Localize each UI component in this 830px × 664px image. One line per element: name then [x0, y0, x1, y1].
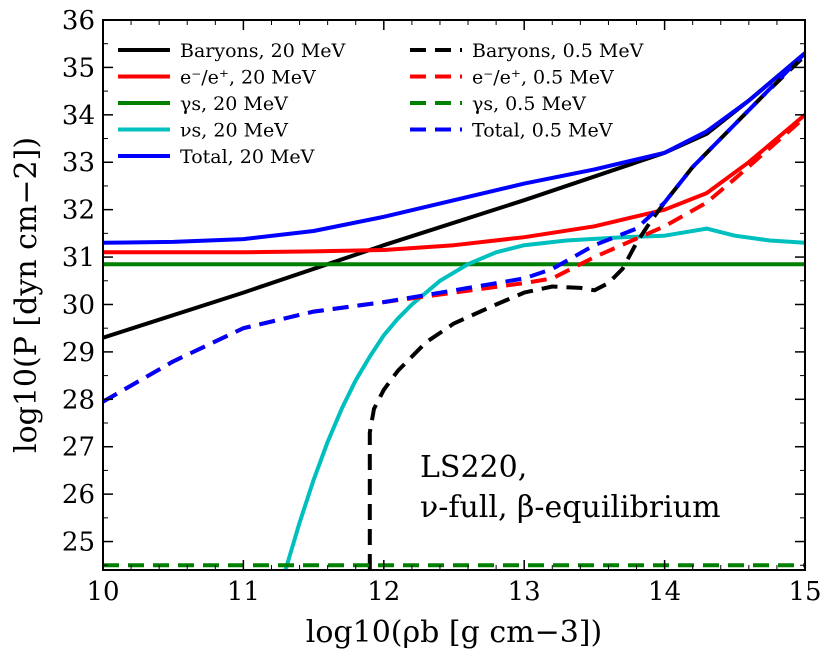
x-tick-label: 15 [788, 577, 821, 607]
x-axis-label: log10(ρb [g cm−3]) [306, 615, 602, 650]
x-tick-label: 14 [648, 577, 681, 607]
legend-label-s-20-mev: νs, 20 MeV [180, 120, 288, 142]
annotation-line-1: LS220, [420, 450, 527, 485]
y-tick-label: 30 [62, 290, 95, 320]
legend-label-total-0-5-mev: Total, 0.5 MeV [472, 120, 613, 142]
legend-label-e-e-0-5-mev: e⁻/e⁺, 0.5 MeV [472, 67, 614, 89]
legend-label-s-0-5-mev: γs, 0.5 MeV [472, 93, 586, 115]
legend: Baryons, 20 MeV e⁻/e⁺, 20 MeV γs, 20 MeV νs… [118, 40, 644, 168]
y-tick-label: 32 [62, 196, 95, 226]
y-tick-label: 29 [62, 338, 95, 368]
legend-label-total-20-mev: Total, 20 MeV [180, 146, 315, 168]
series-line-e-e-20-mev [103, 113, 805, 255]
series-line-total-0-5-mev [103, 51, 805, 404]
series-line-baryons-0-5-mev [367, 54, 805, 570]
series-layer [103, 51, 805, 570]
series-line-s-20-mev [283, 226, 805, 570]
y-tick-label: 35 [62, 53, 95, 83]
legend-label-baryons-20-mev: Baryons, 20 MeV [180, 40, 346, 62]
y-tick-label: 31 [62, 243, 95, 273]
y-tick-label: 25 [62, 528, 95, 558]
y-tick-label: 26 [62, 480, 95, 510]
x-tick-label: 12 [367, 577, 400, 607]
x-tick-label: 13 [508, 577, 541, 607]
y-tick-label: 28 [62, 385, 95, 415]
x-tick-label: 11 [227, 577, 260, 607]
legend-label-e-e-20-mev: e⁻/e⁺, 20 MeV [180, 67, 316, 89]
annotation-line-2: ν-full, β-equilibrium [420, 490, 721, 525]
x-tick-label: 10 [86, 577, 119, 607]
y-tick-label: 33 [62, 148, 95, 178]
y-tick-label: 36 [62, 6, 95, 36]
series-line-total-20-mev [103, 51, 805, 245]
legend-label-baryons-0-5-mev: Baryons, 0.5 MeV [472, 40, 644, 62]
plot-frame [102, 19, 806, 571]
y-tick-label: 34 [62, 101, 95, 131]
y-tick-label: 27 [62, 433, 95, 463]
ticks-layer: 10 11 12 13 14 15 25 26 27 28 29 30 31 32 33 34 35 36 [62, 6, 822, 607]
y-axis-label: log10(P [dyn cm−2]) [9, 137, 44, 453]
legend-label-s-20-mev: γs, 20 MeV [180, 93, 288, 115]
